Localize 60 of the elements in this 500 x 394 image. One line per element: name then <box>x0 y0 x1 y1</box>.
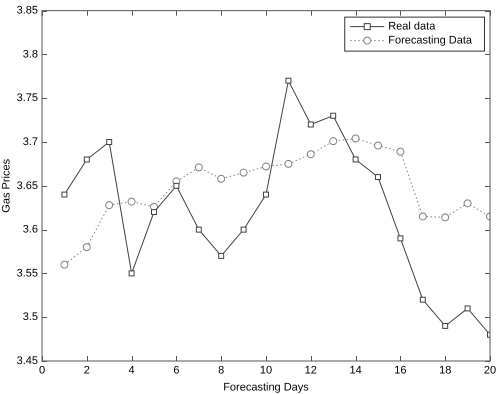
x-tick-label: 18 <box>439 364 452 377</box>
y-tick-label: 3.5 <box>22 311 38 324</box>
x-tick-label: 12 <box>304 364 317 377</box>
x-tick-label: 14 <box>349 364 362 377</box>
point <box>196 226 202 233</box>
point <box>441 213 450 222</box>
y-tick-label: 3.65 <box>16 180 38 192</box>
point <box>374 142 382 150</box>
point <box>308 122 314 128</box>
point <box>217 174 226 183</box>
point <box>352 134 360 142</box>
point <box>352 156 359 162</box>
point <box>240 168 248 177</box>
legend-label: Forecasting Data <box>388 34 473 47</box>
point <box>464 305 471 312</box>
point <box>420 296 426 303</box>
x-axis-title: Forecasting Days <box>223 381 310 394</box>
y-tick-label: 3.55 <box>16 267 38 280</box>
point <box>173 182 180 189</box>
point <box>329 137 338 146</box>
y-tick-label: 3.6 <box>22 224 38 236</box>
y-tick-label: 3.75 <box>16 92 38 104</box>
x-tick-label: 2 <box>84 364 90 377</box>
point <box>61 192 68 198</box>
x-tick-label: 0 <box>38 364 46 377</box>
point <box>84 156 90 162</box>
point <box>330 112 336 119</box>
y-tick-label: 3.8 <box>22 48 38 60</box>
x-tick-label: 4 <box>128 364 135 377</box>
point <box>105 201 114 210</box>
point <box>306 150 315 158</box>
x-tick-label: 16 <box>394 364 407 377</box>
y-tick-label: 3.85 <box>16 4 38 17</box>
point <box>375 174 381 180</box>
point <box>396 148 404 156</box>
point <box>418 212 427 220</box>
point <box>262 162 270 171</box>
x-tick-label: 8 <box>218 364 224 377</box>
point <box>60 260 68 269</box>
point <box>194 163 203 172</box>
y-tick-label: 3.45 <box>16 355 38 368</box>
point <box>285 78 292 84</box>
point <box>128 270 135 276</box>
y-axis-title: Gas Prices <box>0 158 13 213</box>
point <box>151 209 157 216</box>
point <box>464 199 472 208</box>
x-tick-label: 10 <box>260 364 272 377</box>
x-tick-label: 6 <box>173 364 180 377</box>
legend-label: Real data <box>388 20 436 33</box>
point <box>240 226 247 233</box>
x-tick-label: 20 <box>484 364 496 377</box>
y-tick-label: 3.7 <box>22 136 38 148</box>
point <box>284 160 292 168</box>
point <box>218 252 224 259</box>
point <box>442 322 448 329</box>
point <box>397 235 404 242</box>
point <box>106 139 112 145</box>
point <box>263 192 269 198</box>
point <box>128 198 136 206</box>
point <box>82 243 91 252</box>
